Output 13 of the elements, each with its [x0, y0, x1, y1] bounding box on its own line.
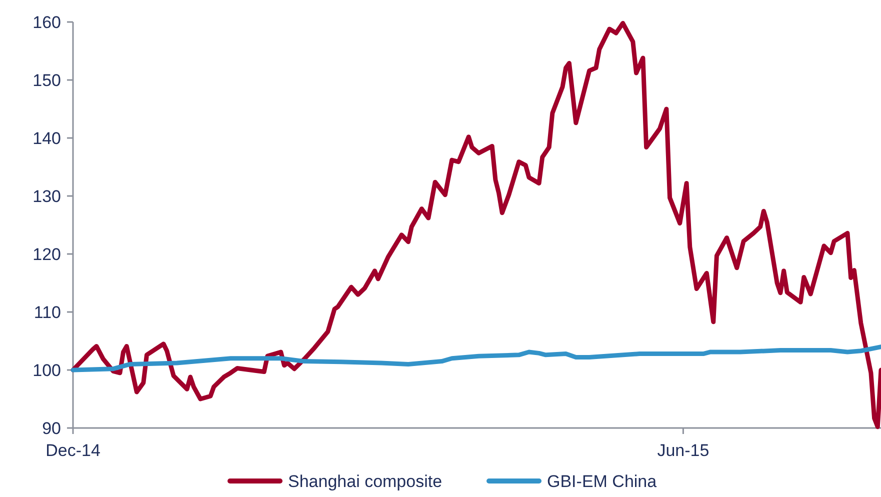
y-tick-label: 120	[32, 244, 61, 264]
y-tick-label: 90	[42, 418, 61, 438]
x-tick-label: Dec-14	[46, 441, 100, 460]
y-tick-label: 110	[34, 302, 61, 322]
y-tick-label: 140	[32, 128, 61, 148]
y-tick-label: 130	[32, 186, 61, 206]
x-tick-label: Jun-15	[657, 441, 710, 460]
y-tick-label: 100	[32, 360, 61, 380]
legend-label: GBI-EM China	[547, 472, 658, 491]
legend-label: Shanghai composite	[288, 472, 442, 491]
y-tick-label: 150	[32, 70, 61, 90]
y-tick-label: 160	[32, 12, 61, 32]
line-series	[70, 344, 881, 372]
